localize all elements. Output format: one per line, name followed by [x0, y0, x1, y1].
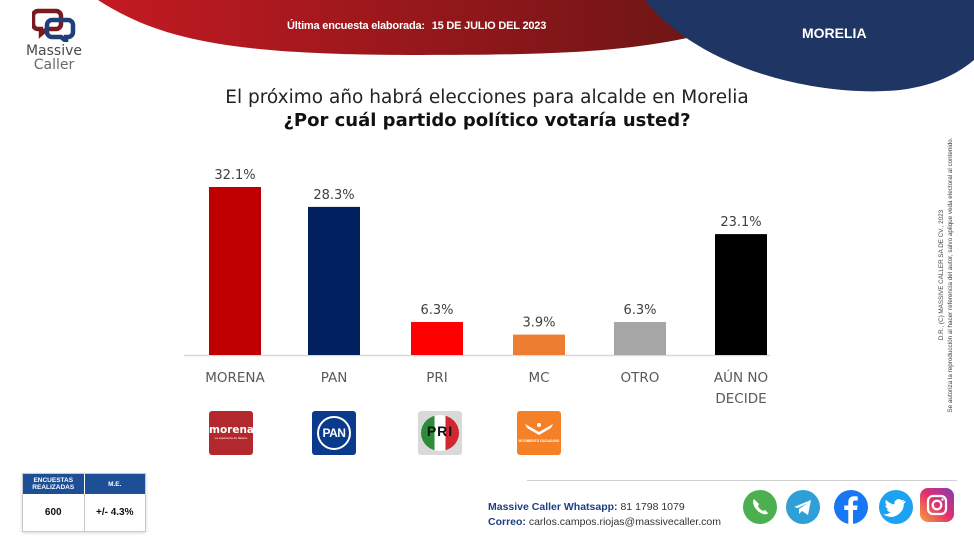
- surveys-header: ENCUESTAS REALIZADAS: [23, 474, 85, 494]
- question-intro: El próximo año habrá elecciones para alc…: [225, 87, 749, 108]
- survey-date-label: Última encuesta elaborada:: [287, 20, 425, 32]
- morena-logo-text: morena: [209, 424, 253, 436]
- category-label: AÚN NO: [714, 368, 768, 386]
- survey-stats-table: ENCUESTAS REALIZADAS M.E. 600 +/- 4.3%: [22, 473, 146, 532]
- data-label: 3.9%: [522, 316, 555, 331]
- data-label: 23.1%: [720, 215, 761, 230]
- category-label: MORENA: [205, 370, 265, 386]
- email-label: Correo:: [488, 516, 526, 528]
- pri-logo: PRI: [418, 411, 462, 455]
- copyright-line-1: D.R., (C) MASSIVE CALLER SA DE CV., 2023: [938, 209, 945, 341]
- morena-logo: morena La esperanza de México: [209, 411, 253, 455]
- data-label: 28.3%: [313, 188, 354, 203]
- instagram-icon[interactable]: [920, 488, 954, 522]
- survey-date-value: 15 DE JULIO DEL 2023: [431, 20, 547, 32]
- category-label: PRI: [426, 370, 448, 386]
- city-name: MORELIA: [802, 25, 867, 41]
- category-label: OTRO: [621, 370, 660, 386]
- margin-error-header: M.E.: [108, 480, 122, 488]
- margin-error-value: +/- 4.3%: [95, 507, 134, 518]
- header-red-swoosh: [98, 0, 720, 55]
- whatsapp-icon[interactable]: [743, 490, 777, 524]
- bar-otro: [614, 322, 666, 355]
- morena-logo-subtext: La esperanza de México: [214, 436, 248, 440]
- contact-info: Massive Caller Whatsapp: 81 1798 1079 Co…: [488, 500, 721, 530]
- footer-divider: [527, 480, 957, 481]
- category-label: DECIDE: [715, 391, 766, 407]
- bar-morena: [209, 187, 261, 355]
- category-label: PAN: [321, 370, 348, 386]
- data-label: 32.1%: [214, 168, 255, 183]
- copyright-line-2: Se autoriza la reproducción al hacer ref…: [947, 137, 954, 413]
- telegram-icon[interactable]: [786, 490, 820, 524]
- data-label: 6.3%: [420, 303, 453, 318]
- pri-logo-text: PRI: [426, 423, 454, 439]
- data-label: 6.3%: [623, 303, 656, 318]
- logo-text-massive: Massive: [25, 43, 83, 59]
- bar-a-n-no-decide: [715, 234, 767, 355]
- header-navy-arc: [645, 0, 974, 92]
- header-background: [98, 0, 974, 92]
- bar-mc: [513, 334, 565, 355]
- survey-date: Última encuesta elaborada: 15 DE JULIO D…: [287, 20, 546, 32]
- pan-logo: PAN: [312, 411, 356, 455]
- surveys-value: 600: [23, 494, 85, 531]
- bar-pri: [411, 322, 463, 355]
- email-address[interactable]: carlos.campos.riojas@massivecaller.com: [528, 516, 721, 528]
- logo-text-caller: Caller: [33, 57, 75, 73]
- whatsapp-label: Massive Caller Whatsapp:: [488, 501, 618, 513]
- whatsapp-number[interactable]: 81 1798 1079: [620, 501, 685, 513]
- twitter-icon[interactable]: [879, 490, 913, 524]
- mc-logo-text: MOVIMIENTO CIUDADANO: [518, 439, 560, 443]
- facebook-icon[interactable]: [834, 490, 868, 524]
- pan-logo-text: PAN: [322, 426, 346, 440]
- eagle-icon: [525, 423, 553, 435]
- bar-chart: 32.1% MORENA 28.3% PAN 6.3% PRI 3.9% MC 6.3% OTRO…: [184, 168, 770, 407]
- massive-caller-logo: Massive Caller: [22, 8, 86, 78]
- copyright-notice: D.R., (C) MASSIVE CALLER SA DE CV., 2023…: [937, 95, 955, 455]
- speech-bubbles-logo-icon: [32, 8, 76, 42]
- bar-pan: [308, 206, 360, 355]
- category-label: MC: [528, 370, 549, 386]
- question-title: ¿Por cuál partido político votaría usted…: [283, 110, 691, 131]
- mc-logo: MOVIMIENTO CIUDADANO: [517, 411, 561, 455]
